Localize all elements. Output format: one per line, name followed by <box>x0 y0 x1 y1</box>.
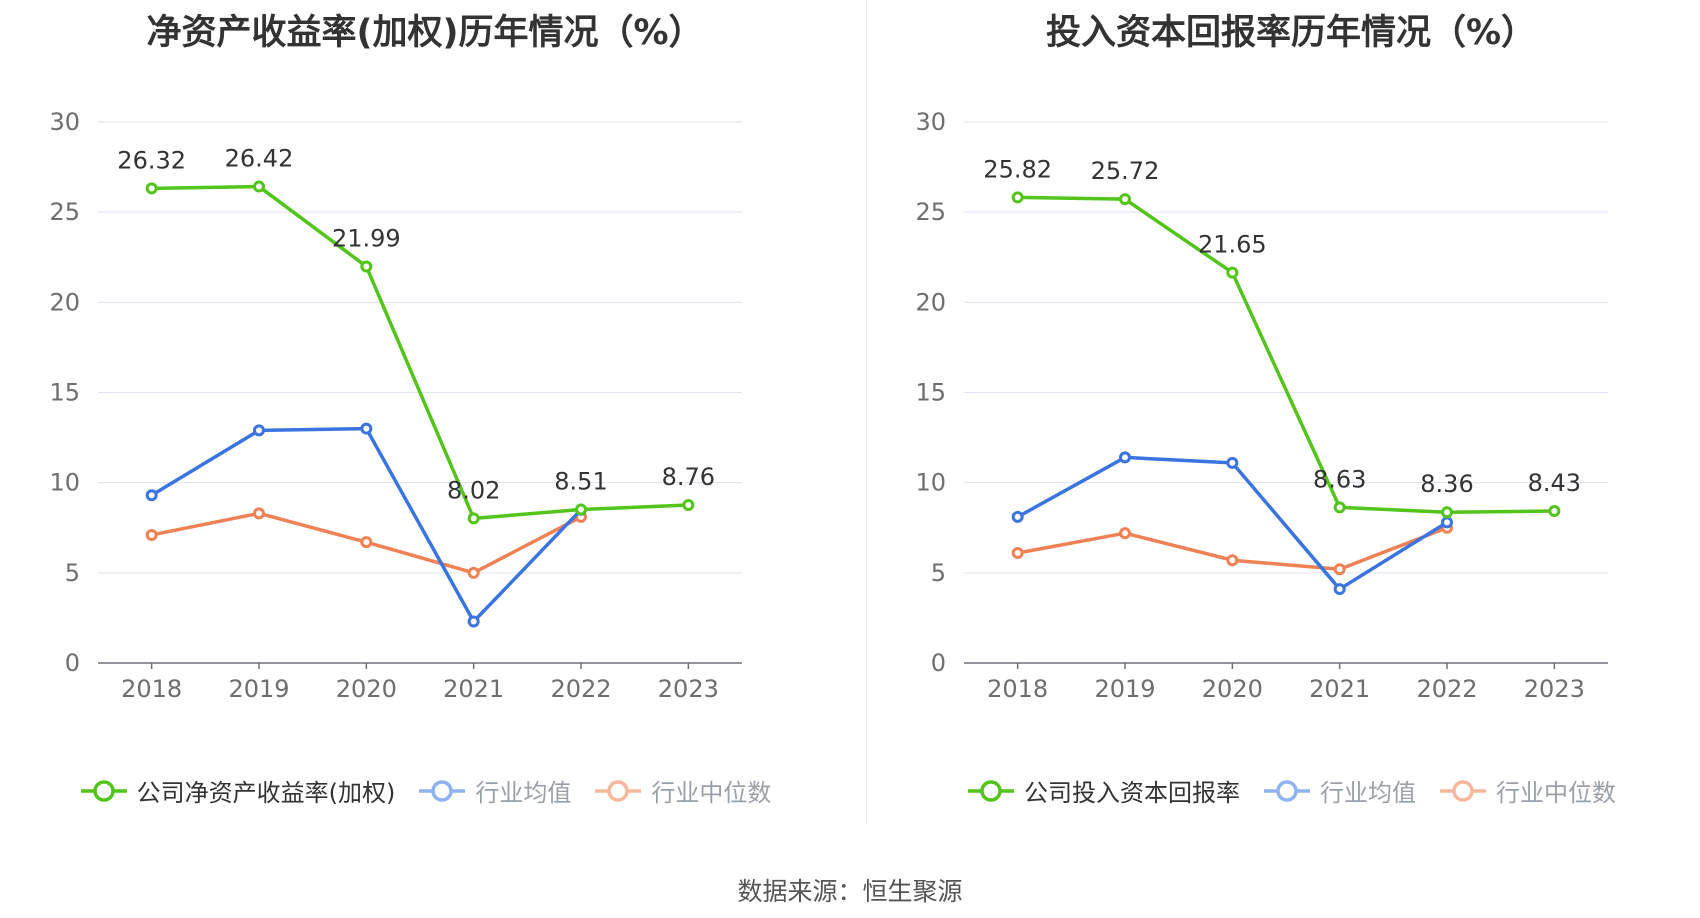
x-tick-label: 2022 <box>1416 675 1477 703</box>
legend-label: 行业中位数 <box>651 779 772 807</box>
data-point <box>1441 516 1453 529</box>
data-point <box>1333 563 1346 576</box>
chart-title: 净资产收益率(加权)历年情况（%） <box>146 13 704 53</box>
chart-title: 投入资本回报率历年情况（%） <box>1045 13 1537 53</box>
series-line <box>150 426 583 624</box>
legend-label: 行业均值 <box>1320 779 1416 807</box>
data-point <box>467 615 480 628</box>
data-point <box>1119 527 1131 540</box>
x-tick-label: 2023 <box>1524 675 1585 703</box>
data-label: 8.02 <box>447 476 500 504</box>
data-point <box>1548 504 1561 517</box>
y-tick-label: 5 <box>65 559 80 587</box>
data-label: 25.82 <box>983 155 1052 183</box>
y-tick-label: 0 <box>65 649 80 677</box>
x-tick-label: 2019 <box>1094 675 1155 703</box>
series-line <box>1016 455 1448 591</box>
data-point <box>1333 501 1346 514</box>
legend: 公司净资产收益率(加权) 行业均值 行业中位数 <box>0 773 850 808</box>
x-tick-label: 2018 <box>987 675 1048 703</box>
panel-divider <box>866 0 867 825</box>
y-tick-label: 20 <box>915 288 946 316</box>
y-tick-label: 5 <box>931 559 946 587</box>
x-tick-label: 2023 <box>658 675 719 703</box>
data-point <box>253 507 265 520</box>
data-point <box>1119 451 1131 464</box>
legend-label: 行业均值 <box>475 779 572 807</box>
roic-line-chart: 0 5 10 15 20 25 30 2018 2019 2020 2021 2022 2023 25.8… <box>915 108 1608 703</box>
y-tick-label: 25 <box>915 198 946 226</box>
data-label: 21.99 <box>332 224 401 252</box>
x-tick-label: 2018 <box>121 675 182 703</box>
legend-marker-icon <box>1264 779 1310 802</box>
series-line <box>151 184 689 521</box>
data-label: 26.42 <box>225 145 294 173</box>
data-point <box>1011 546 1024 559</box>
legend-item[interactable]: 行业均值 <box>417 773 571 808</box>
data-label: 26.32 <box>117 146 186 174</box>
y-tick-label: 30 <box>49 108 80 136</box>
data-point <box>1333 583 1346 596</box>
legend-marker-icon <box>80 779 127 802</box>
legend: 公司投入资本回报率 行业均值 行业中位数 <box>866 773 1700 808</box>
x-tick-label: 2020 <box>336 675 397 703</box>
y-tick-label: 20 <box>49 288 80 316</box>
x-tick-label: 2019 <box>228 675 289 703</box>
y-tick-label: 25 <box>49 198 80 226</box>
data-point <box>1226 554 1239 567</box>
x-tick-label: 2022 <box>550 675 611 703</box>
legend-marker-icon <box>595 779 642 802</box>
x-tick-label: 2021 <box>1309 675 1370 703</box>
data-point <box>1226 456 1239 469</box>
data-label: 8.43 <box>1528 469 1581 497</box>
legend-marker-icon <box>968 779 1014 802</box>
y-tick-label: 0 <box>931 649 946 677</box>
data-point <box>682 499 695 512</box>
legend-item[interactable]: 公司净资产收益率(加权) <box>79 773 396 808</box>
series-line <box>1017 195 1555 514</box>
data-point <box>467 566 480 579</box>
y-tick-label: 30 <box>915 108 946 136</box>
x-tick-label: 2020 <box>1202 675 1263 703</box>
data-point <box>253 180 265 193</box>
legend-item[interactable]: 行业中位数 <box>1438 773 1616 808</box>
data-label: 21.65 <box>1198 231 1267 259</box>
y-tick-label: 15 <box>915 379 946 407</box>
data-point <box>360 422 373 435</box>
legend-label: 公司投入资本回报率 <box>1024 779 1240 807</box>
y-tick-label: 10 <box>915 469 946 497</box>
roe-chart-panel: 净资产收益率(加权)历年情况（%） 0 5 10 15 20 25 30 2018 2019 20… <box>0 0 850 830</box>
legend-label: 行业中位数 <box>1496 779 1616 807</box>
data-point <box>360 536 373 549</box>
y-tick-label: 10 <box>49 469 80 497</box>
roe-line-chart: 0 5 10 15 20 25 30 2018 2019 2020 2021 2022 2023 26.3… <box>49 108 742 703</box>
data-label: 8.51 <box>554 468 607 496</box>
data-point <box>1011 510 1024 523</box>
data-point <box>145 182 158 195</box>
data-point <box>1011 191 1024 204</box>
x-tick-label: 2021 <box>443 675 504 703</box>
legend-marker-icon <box>1440 779 1486 802</box>
data-point <box>145 489 158 502</box>
data-label: 8.76 <box>662 463 715 491</box>
legend-label: 公司净资产收益率(加权) <box>136 779 396 807</box>
data-point <box>360 260 373 273</box>
legend-item[interactable]: 行业中位数 <box>593 773 771 808</box>
legend-item[interactable]: 行业均值 <box>1262 773 1416 808</box>
legend-marker-icon <box>419 779 466 802</box>
y-tick-label: 15 <box>49 379 80 407</box>
roic-chart-panel: 投入资本回报率历年情况（%） 0 5 10 15 20 25 30 2018 2019 2020 2… <box>866 0 1700 830</box>
data-point <box>467 512 480 525</box>
data-label: 8.36 <box>1420 470 1473 498</box>
legend-item[interactable]: 公司投入资本回报率 <box>966 773 1240 808</box>
data-label: 8.63 <box>1313 465 1366 493</box>
data-point <box>1226 266 1239 279</box>
data-point <box>575 503 587 516</box>
data-point <box>145 528 158 541</box>
data-point <box>1119 193 1131 206</box>
data-point <box>1441 506 1453 519</box>
data-label: 25.72 <box>1091 157 1160 185</box>
data-source-note: 数据来源：恒生聚源 <box>737 877 963 906</box>
data-point <box>253 424 265 437</box>
